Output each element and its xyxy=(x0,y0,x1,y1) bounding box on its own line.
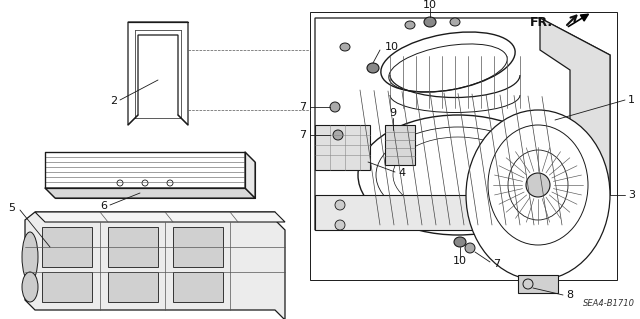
Polygon shape xyxy=(45,188,255,198)
Text: 7: 7 xyxy=(299,130,306,140)
Ellipse shape xyxy=(335,220,345,230)
Text: FR.: FR. xyxy=(530,16,553,28)
Ellipse shape xyxy=(22,272,38,302)
Text: 8: 8 xyxy=(566,290,573,300)
Ellipse shape xyxy=(333,130,343,140)
Ellipse shape xyxy=(450,18,460,26)
Ellipse shape xyxy=(405,21,415,29)
Ellipse shape xyxy=(367,63,379,73)
Bar xyxy=(42,272,92,302)
Text: 2: 2 xyxy=(110,96,117,106)
Bar xyxy=(385,125,415,165)
Ellipse shape xyxy=(485,220,495,230)
Text: SEA4-B1710: SEA4-B1710 xyxy=(583,299,635,308)
Polygon shape xyxy=(45,152,245,188)
Ellipse shape xyxy=(466,110,610,280)
Text: 1: 1 xyxy=(628,95,635,105)
Polygon shape xyxy=(245,152,255,198)
Bar xyxy=(315,125,370,170)
Polygon shape xyxy=(35,212,285,222)
Text: 10: 10 xyxy=(385,42,399,52)
Bar xyxy=(173,272,223,302)
Text: 4: 4 xyxy=(398,168,405,178)
Text: 3: 3 xyxy=(628,190,635,200)
Polygon shape xyxy=(315,18,610,230)
Ellipse shape xyxy=(22,232,38,282)
Bar xyxy=(42,227,92,267)
Bar xyxy=(310,12,617,280)
Text: 10: 10 xyxy=(423,0,437,10)
Ellipse shape xyxy=(454,237,466,247)
Ellipse shape xyxy=(424,17,436,27)
Text: 7: 7 xyxy=(299,102,306,112)
Polygon shape xyxy=(540,18,610,230)
Text: 7: 7 xyxy=(493,259,500,269)
Polygon shape xyxy=(128,22,188,125)
Ellipse shape xyxy=(485,200,495,210)
Bar xyxy=(518,275,558,293)
Ellipse shape xyxy=(335,200,345,210)
Polygon shape xyxy=(315,195,540,230)
Ellipse shape xyxy=(465,243,475,253)
Ellipse shape xyxy=(330,102,340,112)
Bar xyxy=(173,227,223,267)
Bar xyxy=(108,272,158,302)
Text: 6: 6 xyxy=(100,201,107,211)
Ellipse shape xyxy=(526,173,550,197)
Bar xyxy=(108,227,158,267)
Text: 10: 10 xyxy=(453,256,467,266)
Polygon shape xyxy=(25,212,285,319)
Ellipse shape xyxy=(340,43,350,51)
Text: 5: 5 xyxy=(8,203,15,213)
Text: 9: 9 xyxy=(389,108,397,118)
